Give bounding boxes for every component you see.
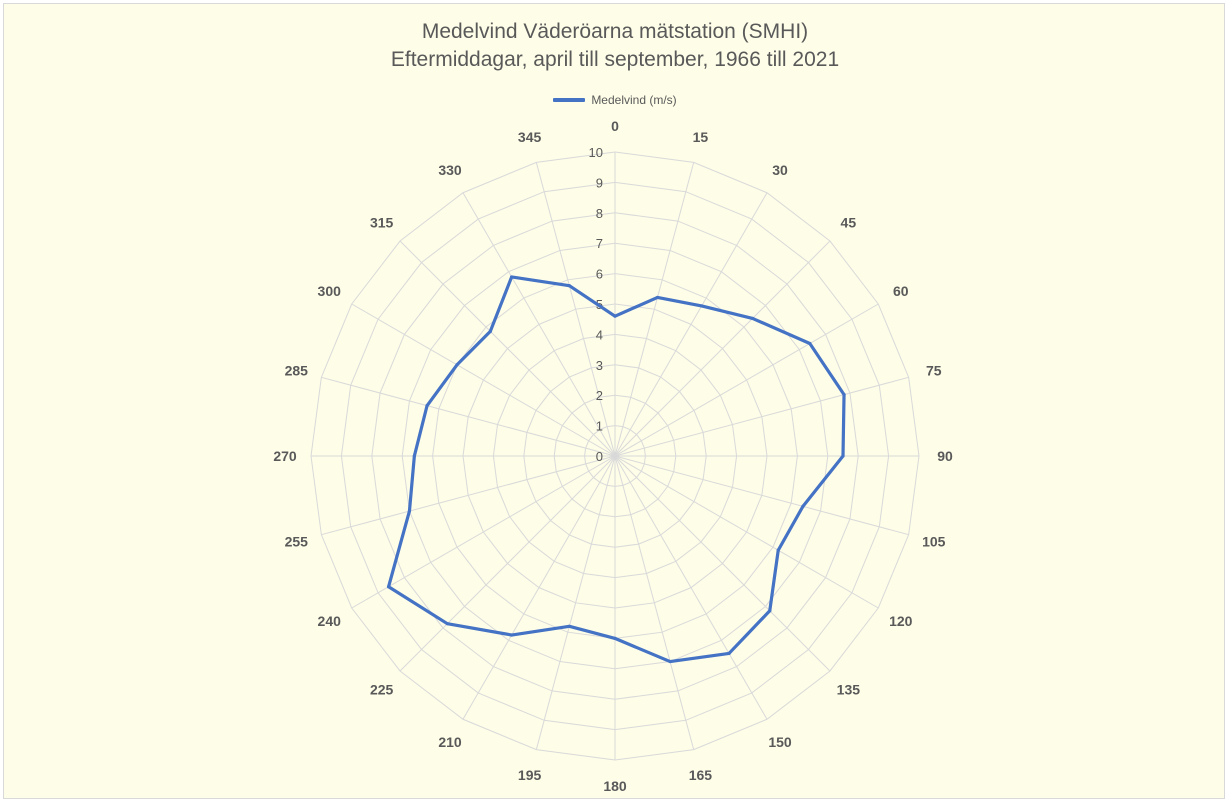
data-point <box>613 314 617 318</box>
category-label: 90 <box>937 448 953 464</box>
radial-tick-label: 6 <box>596 267 603 282</box>
data-point <box>407 509 412 513</box>
legend: Medelvind (m/s) <box>4 93 1226 107</box>
data-point <box>776 548 780 552</box>
chart-title-line: Medelvind Väderöarna mätstation (SMHI) <box>421 20 809 43</box>
spoke-line <box>614 455 879 609</box>
data-point <box>613 636 617 641</box>
legend-label: Medelvind (m/s) <box>591 93 677 107</box>
data-point <box>842 393 846 397</box>
data-point <box>567 624 571 628</box>
data-point <box>445 622 449 626</box>
radial-tick-label: 4 <box>596 327 603 342</box>
category-label: 255 <box>285 533 309 549</box>
radial-tick-label: 3 <box>596 358 603 373</box>
category-label: 165 <box>689 767 713 783</box>
spoke-line <box>614 192 768 457</box>
spoke-line <box>614 240 831 457</box>
data-point <box>727 651 731 656</box>
spoke-line <box>321 376 616 457</box>
category-label: 45 <box>841 215 857 231</box>
spoke-line <box>614 455 831 672</box>
data-point <box>510 633 514 637</box>
spoke-line <box>614 303 879 457</box>
spoke-line <box>399 240 616 457</box>
category-label: 315 <box>370 215 394 231</box>
data-point <box>841 454 845 458</box>
spoke-line <box>535 455 616 750</box>
data-point <box>808 341 812 346</box>
category-label: 180 <box>603 778 627 794</box>
spoke-line <box>614 455 695 750</box>
spoke-line <box>614 455 909 536</box>
spoke-line <box>614 376 909 457</box>
radar-chart: 0 1 2 345 6 7 8 9 10 0 15 30 45 60 75 90 105 120 135 150 165… <box>273 118 953 794</box>
spoke-line <box>614 455 768 720</box>
radial-tick-label: 10 <box>589 145 603 160</box>
spoke-line <box>614 162 695 457</box>
spoke-line <box>351 455 616 609</box>
chart-area: Medelvind Väderöarna mätstation (SMHI) E… <box>3 3 1225 799</box>
category-label: 120 <box>889 613 913 629</box>
chart-subtitle-line: Eftermiddagar, april till september, 196… <box>390 48 840 71</box>
data-point <box>488 329 492 333</box>
category-label: 0 <box>611 118 619 134</box>
category-label: 330 <box>438 162 462 178</box>
radial-tick-label: 2 <box>596 388 603 403</box>
spoke-line <box>535 162 616 457</box>
category-label: 345 <box>518 129 542 145</box>
legend-swatch <box>553 98 586 102</box>
spoke-line <box>462 192 616 457</box>
data-point <box>801 504 805 508</box>
data-point <box>425 404 429 408</box>
category-label: 30 <box>772 162 788 178</box>
radial-tick-label: 7 <box>596 236 603 251</box>
data-point <box>412 454 416 458</box>
category-label: 105 <box>922 533 946 549</box>
data-point <box>455 363 459 367</box>
category-label: 75 <box>926 363 942 379</box>
data-point <box>567 284 571 288</box>
radial-tick-label: 9 <box>596 175 603 190</box>
chart-title: Medelvind Väderöarna mätstation (SMHI) E… <box>4 18 1226 74</box>
spoke-line <box>462 455 616 720</box>
data-point <box>750 316 755 321</box>
spoke-line <box>351 303 616 457</box>
category-label: 150 <box>768 734 792 750</box>
category-label: 210 <box>438 734 462 750</box>
radial-tick-label: 8 <box>596 206 603 221</box>
category-label: 240 <box>318 613 342 629</box>
data-point <box>768 609 772 613</box>
data-point <box>510 275 514 279</box>
data-point <box>655 295 660 300</box>
radial-tick-label: 1 <box>596 419 603 434</box>
category-label: 195 <box>518 767 542 783</box>
category-label: 300 <box>318 283 342 299</box>
radial-tick-label: 0 <box>596 449 603 464</box>
category-label: 285 <box>285 363 309 379</box>
data-point <box>386 585 391 589</box>
category-label: 225 <box>370 681 394 697</box>
data-point <box>668 659 672 664</box>
data-point <box>700 304 704 308</box>
category-label: 270 <box>273 448 297 464</box>
spoke-line <box>399 455 616 672</box>
spoke-line <box>321 455 616 536</box>
category-label: 135 <box>837 681 861 697</box>
category-label: 15 <box>693 129 709 145</box>
category-label: 60 <box>893 283 909 299</box>
